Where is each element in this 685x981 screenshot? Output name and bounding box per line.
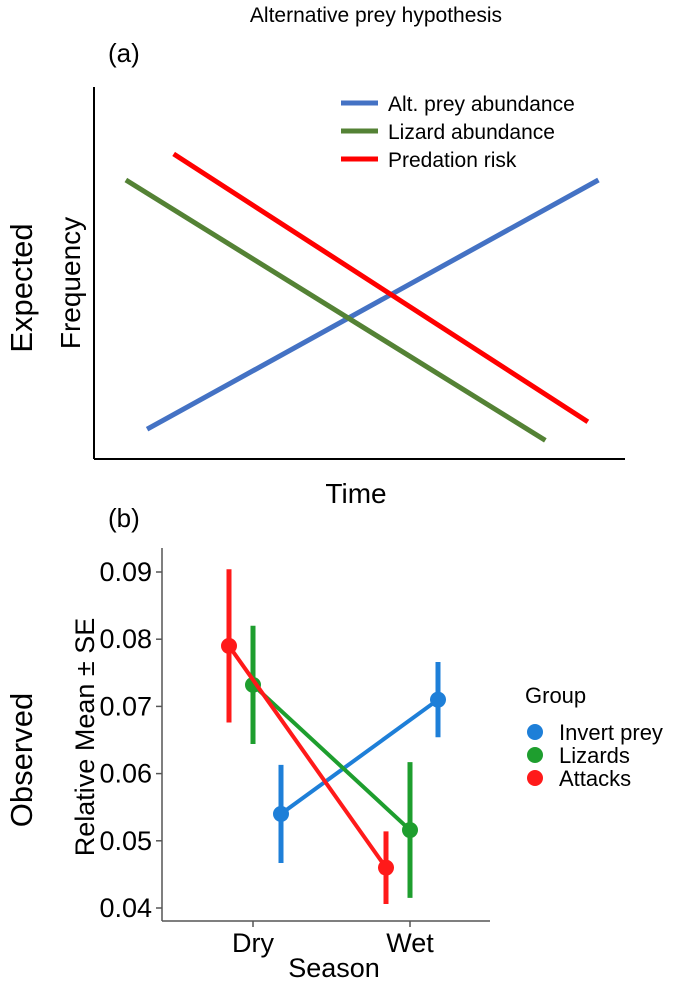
y-tick-label: 0.04 — [99, 893, 152, 923]
series-invert-prey — [273, 662, 446, 863]
panel-b-x-label: Season — [288, 953, 380, 981]
point-attacks-wet — [378, 859, 394, 876]
panel-a-side-label: Expected — [4, 223, 39, 352]
y-tick-label: 0.06 — [99, 759, 152, 789]
legend-marker-lizards — [527, 747, 543, 763]
legend-label-lizard-abundance: Lizard abundance — [388, 121, 555, 144]
y-tick-label: 0.09 — [99, 557, 152, 587]
panel-a-label: (a) — [108, 38, 140, 68]
series-line-lizards — [251, 683, 412, 832]
y-tick-label: 0.08 — [99, 624, 152, 654]
panel-a: (a) Expected Frequency Time Alt. prey ab… — [4, 38, 625, 509]
point-attacks-dry — [221, 637, 237, 654]
panel-b: (b) Observed Relative Mean ± SE Season 0… — [4, 503, 663, 981]
series-line-attacks — [227, 644, 388, 869]
legend-label-alt-prey: Alt. prey abundance — [388, 93, 575, 116]
panel-b-side-label: Observed — [4, 693, 39, 827]
point-lizards-wet — [402, 822, 418, 839]
point-invert-prey-wet — [430, 691, 446, 708]
series-attacks — [221, 569, 394, 904]
x-tick-label-dry: Dry — [232, 928, 274, 958]
series-line-predation-risk — [172, 151, 590, 424]
legend-label-invert-prey: Invert prey — [559, 720, 663, 745]
panel-a-x-label: Time — [325, 478, 386, 509]
legend-label-lizards: Lizards — [559, 743, 630, 768]
legend-label-predation-risk: Predation risk — [388, 149, 517, 172]
series-line-invert-prey — [279, 698, 440, 816]
figure-title: Alternative prey hypothesis — [250, 4, 502, 27]
panel-b-legend: Group Invert prey Lizards Attacks — [525, 683, 663, 791]
y-tick-label: 0.07 — [99, 691, 152, 721]
y-tick-label: 0.05 — [99, 826, 152, 856]
point-invert-prey-dry — [273, 805, 289, 822]
panel-a-legend: Alt. prey abundance Lizard abundance Pre… — [341, 93, 575, 172]
panel-b-y-label: Relative Mean ± SE — [70, 618, 100, 856]
series-lizards — [245, 625, 418, 898]
legend-marker-invert-prey — [527, 724, 543, 740]
legend-label-attacks: Attacks — [559, 766, 631, 791]
legend-title-group: Group — [525, 683, 586, 708]
x-tick-label-wet: Wet — [386, 928, 434, 958]
series-line-lizard-abundance — [124, 177, 547, 443]
legend-marker-attacks — [527, 770, 543, 786]
panel-a-y-label: Frequency — [55, 217, 86, 349]
series-line-alt-prey-abundance — [145, 177, 600, 432]
panel-b-label: (b) — [108, 503, 140, 533]
